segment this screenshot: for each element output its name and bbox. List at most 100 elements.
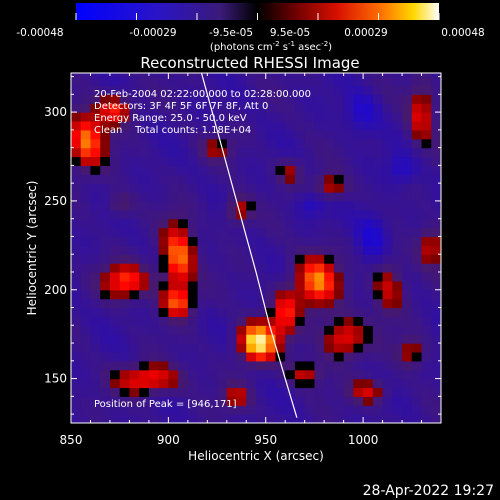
heatmap-cell (226, 325, 238, 335)
heatmap-cell (285, 325, 296, 335)
heatmap-cell (178, 209, 189, 220)
heatmap-cell (236, 85, 247, 95)
heatmap-cell (343, 414, 354, 423)
heatmap-cell (226, 343, 238, 353)
heatmap-cell (207, 94, 218, 104)
heatmap-cell (246, 112, 257, 122)
heatmap-cell (314, 414, 325, 423)
heatmap-cell (421, 85, 432, 95)
heatmap-cell (178, 165, 189, 175)
heatmap-cell (168, 138, 179, 149)
heatmap-cell (100, 289, 111, 300)
heatmap-cell (421, 280, 432, 291)
heatmap-cell (187, 156, 199, 166)
heatmap-cell (139, 334, 150, 344)
heatmap-cell (431, 165, 441, 175)
heatmap-cell (333, 396, 345, 406)
heatmap-cell (343, 192, 354, 202)
heatmap-cell (411, 396, 423, 406)
heatmap-cell (109, 156, 121, 166)
heatmap-cell (421, 120, 432, 131)
heatmap-cell (256, 120, 267, 131)
heatmap-cell (139, 280, 150, 291)
heatmap-cell (304, 73, 316, 78)
heatmap-cell (148, 307, 160, 318)
heatmap-cell (246, 325, 257, 335)
heatmap-cell (100, 165, 111, 175)
heatmap-cell (294, 147, 306, 158)
heatmap-cell (178, 147, 189, 158)
heatmap-cell (333, 414, 345, 423)
heatmap-cell (343, 271, 354, 282)
heatmap-cell (304, 156, 316, 166)
heatmap-cell (275, 174, 286, 184)
heatmap-cell (168, 73, 179, 78)
heatmap-cell (80, 112, 92, 122)
heatmap-cell (246, 73, 257, 78)
heatmap-cell (343, 280, 354, 291)
heatmap-cell (402, 271, 413, 282)
heatmap-cell (187, 334, 199, 344)
heatmap-cell (392, 271, 403, 282)
heatmap-cell (148, 396, 160, 406)
heatmap-cell (411, 369, 423, 380)
heatmap-cell (372, 156, 384, 166)
heatmap-cell (314, 120, 325, 131)
heatmap-cell (197, 280, 208, 291)
heatmap-cell (100, 103, 111, 113)
heatmap-cell (158, 334, 169, 344)
heatmap-cell (256, 218, 267, 229)
heatmap-cell (256, 156, 267, 166)
heatmap-cell (275, 200, 286, 211)
heatmap-cell (372, 200, 384, 211)
heatmap-cell (431, 263, 441, 273)
heatmap-cell (363, 343, 374, 353)
heatmap-cell (372, 414, 384, 423)
heatmap-cell (187, 209, 199, 220)
heatmap-cell (236, 218, 247, 229)
heatmap-cell (421, 76, 432, 87)
heatmap-cell (392, 334, 403, 344)
heatmap-cell (363, 165, 374, 175)
heatmap-cell (226, 280, 238, 291)
heatmap-cell (294, 94, 306, 104)
heatmap-cell (275, 112, 286, 122)
heatmap-cell (256, 183, 267, 193)
heatmap-cell (363, 156, 374, 166)
heatmap-cell (265, 174, 277, 184)
heatmap-cell (129, 156, 140, 166)
heatmap-cell (187, 129, 199, 140)
heatmap-cell (246, 76, 257, 87)
heatmap-cell (382, 396, 393, 406)
heatmap-cell (226, 360, 238, 371)
heatmap-cell (353, 120, 364, 131)
heatmap-cell (382, 351, 393, 362)
heatmap-cell (304, 263, 316, 273)
heatmap-cell (226, 112, 238, 122)
heatmap-cell (187, 245, 199, 255)
heatmap-cell (402, 369, 413, 380)
heatmap-cell (265, 209, 277, 220)
heatmap-cell (324, 120, 335, 131)
heatmap-cell (100, 209, 111, 220)
heatmap-cell (71, 360, 82, 371)
heatmap-cell (168, 236, 179, 246)
heatmap-cell (71, 129, 82, 140)
heatmap-cell (207, 280, 218, 291)
heatmap-cell (294, 334, 306, 344)
heatmap-cell (402, 73, 413, 78)
heatmap-cell (217, 280, 228, 291)
heatmap-cell (207, 73, 218, 78)
heatmap-cell (100, 325, 111, 335)
heatmap-cell (197, 316, 208, 326)
heatmap-cell (314, 396, 325, 406)
heatmap-cell (129, 387, 140, 397)
heatmap-cell (314, 73, 325, 78)
heatmap-cell (314, 263, 325, 273)
heatmap-cell (285, 245, 296, 255)
heatmap-cell (187, 174, 199, 184)
heatmap-cell (256, 85, 267, 95)
heatmap-cell (324, 307, 335, 318)
heatmap-cell (256, 76, 267, 87)
heatmap-cell (148, 254, 160, 264)
